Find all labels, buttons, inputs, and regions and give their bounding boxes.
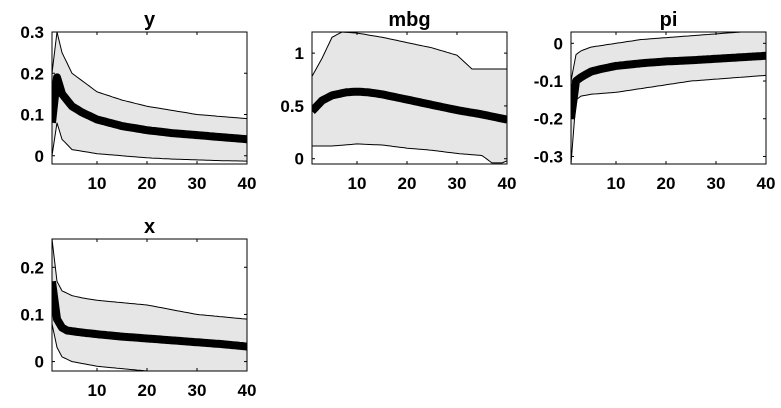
plot-area (312, 32, 507, 164)
x-tick-label: 20 (138, 381, 157, 400)
x-tick-label: 10 (88, 381, 107, 400)
confidence-band (52, 239, 247, 371)
x-tick-label: 40 (238, 381, 257, 400)
x-tick-label: 20 (398, 174, 417, 193)
x-tick-label: 30 (707, 174, 726, 193)
x-tick-label: 40 (238, 174, 257, 193)
median-response-line (312, 87, 507, 124)
panel-pi: pi 10 20 30 40 0 -0.1 -0.2 -0.3 (534, 9, 776, 193)
plot-area (52, 32, 247, 162)
x-tick-label: 30 (448, 174, 467, 193)
panel-x: x 10 20 30 40 0 0.1 0.2 (20, 216, 256, 400)
lower-bound-line (52, 122, 247, 162)
y-tick-label: 0 (35, 147, 44, 166)
panel-title: pi (660, 9, 678, 31)
lower-bound-line (312, 143, 507, 164)
y-tick-label: 0.2 (20, 258, 44, 277)
y-tick-label: 0 (295, 150, 304, 169)
x-tick-label: 20 (657, 174, 676, 193)
axes-frame (311, 31, 508, 165)
plot-area (52, 239, 247, 371)
x-tick-label: 40 (498, 174, 517, 193)
y-tick-label: 0.2 (20, 64, 44, 83)
axes-frame (51, 31, 248, 165)
axes-frame (570, 31, 767, 165)
x-tick-label: 40 (757, 174, 776, 193)
y-tick-label: 0.1 (20, 106, 44, 125)
y-tick-label: 0.1 (20, 305, 44, 324)
x-tick-label: 10 (607, 174, 626, 193)
x-tick-label: 10 (88, 174, 107, 193)
y-tick-label: 0.5 (280, 97, 304, 116)
median-response-line (52, 280, 247, 351)
median-response-line (571, 51, 766, 120)
y-tick-label: 0 (35, 353, 44, 372)
panel-mbg: mbg 10 20 30 40 0 0.5 1 (280, 9, 516, 193)
confidence-band (52, 32, 247, 162)
y-tick-label: 1 (295, 44, 304, 63)
x-tick-label: 20 (138, 174, 157, 193)
upper-bound-line (52, 239, 247, 320)
panel-title: mbg (388, 9, 430, 31)
y-tick-label: -0.1 (534, 72, 563, 91)
x-tick-label: 30 (188, 174, 207, 193)
x-tick-label: 30 (188, 381, 207, 400)
y-tick-label: -0.3 (534, 147, 563, 166)
x-tick-label: 10 (348, 174, 367, 193)
lower-bound-line (52, 323, 160, 371)
plot-area (571, 32, 766, 164)
median-response-line (52, 73, 247, 144)
lower-bound-line (571, 74, 766, 164)
y-tick-label: -0.2 (534, 110, 563, 129)
upper-bound-line (52, 32, 247, 120)
axes-frame (51, 238, 248, 372)
y-tick-label: 0 (554, 34, 563, 53)
upper-bound-line (571, 32, 766, 82)
confidence-band (571, 32, 766, 164)
y-tick-label: 0.3 (20, 23, 44, 42)
panel-title: x (144, 216, 155, 238)
panel-title: y (144, 9, 156, 31)
panel-y: y 10 20 30 40 0 0.1 0.2 0.3 (20, 9, 256, 193)
